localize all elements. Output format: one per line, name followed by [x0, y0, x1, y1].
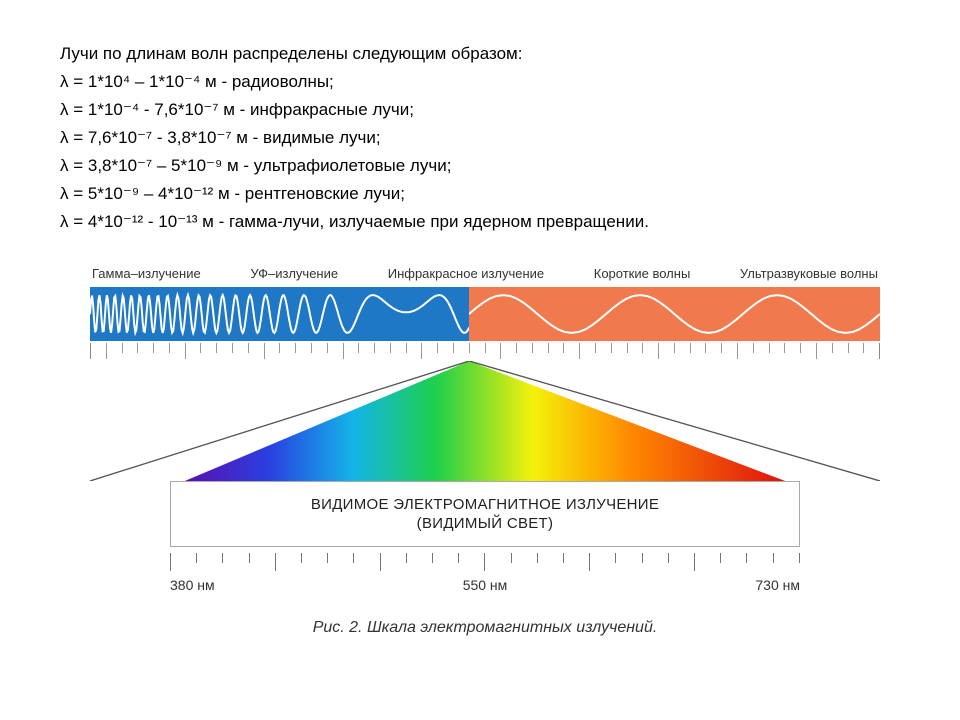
- top-ruler: [90, 343, 880, 359]
- list-line: λ = 4*10⁻¹² - 10⁻¹³ м - гамма-лучи, излу…: [60, 208, 910, 236]
- prism-fan: [90, 361, 880, 481]
- list-line: λ = 5*10⁻⁹ – 4*10⁻¹² м - рентгеновские л…: [60, 180, 910, 208]
- page: Лучи по длинам волн распределены следующ…: [0, 0, 960, 637]
- list-line: λ = 1*10⁻⁴ - 7,6*10⁻⁷ м - инфракрасные л…: [60, 96, 910, 124]
- list-line: λ = 3,8*10⁻⁷ – 5*10⁻⁹ м - ультрафиолетов…: [60, 152, 910, 180]
- visible-line2: (ВИДИМЫЙ СВЕТ): [181, 515, 789, 532]
- band-label: УФ–излучение: [250, 266, 338, 281]
- list-line: λ = 1*10⁴ – 1*10⁻⁴ м - радиоволны;: [60, 68, 910, 96]
- band-labels: Гамма–излучение УФ–излучение Инфракрасно…: [90, 266, 880, 287]
- band-label: Инфракрасное излучение: [388, 266, 544, 281]
- wave-bar: [90, 287, 880, 341]
- figure-caption: Рис. 2. Шкала электромагнитных излучений…: [60, 619, 910, 637]
- band-label: Ультразвуковые волны: [740, 266, 878, 281]
- nm-labels: 380 нм 550 нм 730 нм: [170, 577, 800, 593]
- list-heading: Лучи по длинам волн распределены следующ…: [60, 40, 910, 68]
- nm-label: 380 нм: [170, 577, 215, 593]
- list-line: λ = 7,6*10⁻⁷ - 3,8*10⁻⁷ м - видимые лучи…: [60, 124, 910, 152]
- nm-label: 550 нм: [463, 577, 508, 593]
- wavelength-list: Лучи по длинам волн распределены следующ…: [60, 40, 910, 236]
- visible-line1: ВИДИМОЕ ЭЛЕКТРОМАГНИТНОЕ ИЗЛУЧЕНИЕ: [181, 496, 789, 513]
- visible-light-box: ВИДИМОЕ ЭЛЕКТРОМАГНИТНОЕ ИЗЛУЧЕНИЕ (ВИДИ…: [170, 481, 800, 547]
- band-label: Гамма–излучение: [92, 266, 201, 281]
- spectrum-diagram: Гамма–излучение УФ–излучение Инфракрасно…: [60, 266, 910, 593]
- nm-label: 730 нм: [755, 577, 800, 593]
- nm-ruler: [170, 553, 800, 571]
- band-label: Короткие волны: [594, 266, 691, 281]
